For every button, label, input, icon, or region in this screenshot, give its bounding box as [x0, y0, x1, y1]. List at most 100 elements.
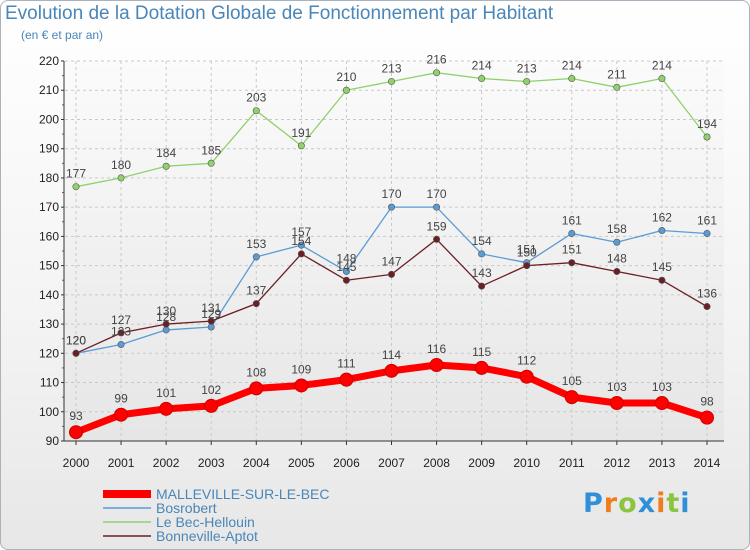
data-label: 159 — [427, 219, 447, 233]
data-point — [519, 369, 534, 384]
data-label: 112 — [517, 354, 536, 368]
data-point — [342, 276, 350, 284]
data-label: 151 — [517, 243, 537, 257]
y-tick-label: 100 — [39, 405, 59, 419]
x-tick-label: 2002 — [153, 456, 180, 470]
data-point — [297, 241, 305, 249]
data-point — [162, 162, 170, 170]
y-tick-label: 200 — [39, 112, 59, 126]
data-label: 157 — [291, 225, 311, 239]
data-point — [429, 358, 444, 372]
proxiti-logo: Proxiti — [583, 488, 691, 519]
x-tick-label: 2008 — [423, 456, 450, 470]
data-point — [387, 203, 395, 211]
data-label: 162 — [652, 211, 672, 225]
data-label: 161 — [562, 213, 582, 227]
data-label: 136 — [697, 287, 717, 301]
data-label: 103 — [607, 380, 627, 394]
data-label: 154 — [291, 234, 311, 248]
data-point — [564, 390, 579, 405]
data-label: 130 — [156, 304, 176, 318]
legend-label: Bonneville-Aptot — [156, 528, 258, 544]
data-point — [658, 276, 666, 284]
y-tick-label: 210 — [39, 83, 59, 97]
x-tick-label: 2012 — [604, 456, 631, 470]
data-label: 99 — [114, 392, 128, 406]
y-tick-label: 90 — [46, 434, 60, 448]
x-tick-label: 2001 — [108, 456, 135, 470]
data-label: 103 — [652, 380, 672, 394]
data-point — [159, 401, 174, 416]
data-label: 147 — [381, 254, 401, 268]
x-tick-label: 2010 — [513, 456, 540, 470]
data-label: 203 — [246, 91, 266, 105]
data-label: 108 — [246, 365, 266, 379]
data-label: 143 — [472, 266, 492, 280]
data-point — [249, 381, 264, 396]
data-label: 177 — [66, 167, 86, 181]
series-malleville-sur-le-bec — [69, 358, 714, 440]
data-label: 109 — [291, 362, 311, 376]
data-point — [433, 203, 441, 211]
data-label: 214 — [472, 59, 492, 73]
data-label: 170 — [427, 187, 447, 201]
plot-area — [64, 61, 724, 441]
data-label: 153 — [246, 237, 266, 251]
data-point — [523, 77, 531, 85]
data-point — [162, 320, 170, 328]
data-point — [654, 396, 669, 410]
data-label: 213 — [517, 61, 537, 75]
data-point — [297, 142, 305, 150]
data-point — [478, 75, 486, 83]
data-point — [204, 398, 219, 413]
data-point — [568, 259, 576, 267]
data-point — [568, 75, 576, 83]
data-label: 102 — [201, 383, 221, 397]
data-point — [117, 329, 125, 337]
data-point — [703, 303, 711, 311]
x-tick-label: 2006 — [333, 456, 360, 470]
data-point — [387, 270, 395, 278]
data-point — [613, 267, 621, 275]
data-point — [162, 326, 170, 334]
x-tick-label: 2014 — [694, 456, 721, 470]
data-point — [297, 250, 305, 258]
data-point — [207, 317, 215, 325]
data-point — [478, 282, 486, 290]
data-point — [252, 253, 260, 261]
data-point — [523, 262, 531, 270]
y-tick-label: 120 — [39, 346, 59, 360]
data-point — [207, 323, 215, 331]
data-label: 148 — [607, 251, 627, 265]
data-point — [700, 410, 714, 425]
data-point — [568, 229, 576, 237]
data-label: 105 — [562, 374, 582, 388]
data-label: 214 — [562, 59, 582, 73]
data-point — [478, 250, 486, 258]
data-point — [613, 83, 621, 91]
data-point — [339, 372, 354, 387]
data-label: 158 — [607, 222, 627, 236]
data-point — [474, 360, 489, 375]
data-point — [433, 69, 441, 77]
data-label: 151 — [562, 243, 582, 257]
data-label: 191 — [291, 126, 311, 140]
data-point — [342, 267, 350, 275]
data-label: 148 — [336, 251, 356, 265]
x-tick-label: 2005 — [288, 456, 315, 470]
data-label: 120 — [66, 333, 86, 347]
data-point — [114, 407, 129, 422]
x-tick-label: 2007 — [378, 456, 405, 470]
data-point — [613, 238, 621, 246]
data-labels: 120 123 128 129 153 157 148 170 170 154 151 161 158 1… — [66, 53, 717, 424]
data-label: 116 — [427, 342, 446, 356]
data-label: 114 — [382, 348, 401, 362]
data-point — [252, 300, 260, 308]
data-label: 145 — [336, 260, 356, 274]
data-point — [703, 229, 711, 237]
axes: 9010011012013014015016017018019020021022… — [39, 54, 724, 470]
data-label: 194 — [697, 117, 717, 131]
